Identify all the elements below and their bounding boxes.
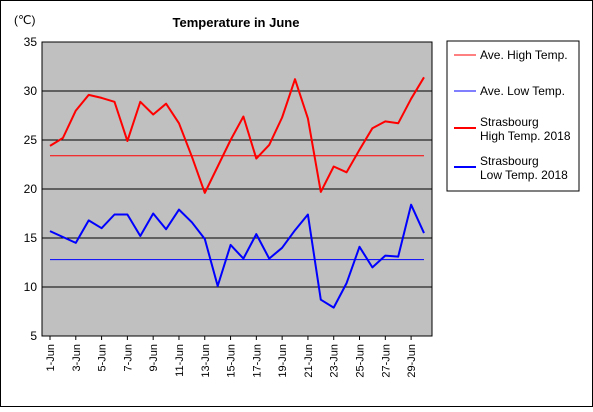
series-line-strasbourg-low-temp-2018 [49, 203, 425, 309]
x-tick-label: 7-Jun [122, 344, 134, 372]
x-tick-label: 5-Jun [97, 344, 109, 372]
chart-title: Temperature in June [173, 15, 300, 30]
y-tick-label: 25 [24, 133, 38, 147]
x-tick-label: 1-Jun [45, 344, 57, 372]
x-tick-label: 21-Jun [303, 344, 315, 378]
series-lines [49, 76, 425, 309]
series-line-strasbourg-high-temp-2018 [49, 76, 425, 194]
y-axis-unit-label: (℃) [14, 13, 35, 27]
x-tick-label: 15-Jun [226, 344, 238, 378]
x-tick-label: 29-Jun [406, 344, 418, 378]
x-axis-ticks: 1-Jun 3-Jun 5-Jun 7-Jun 9-Jun 11-Jun 13-Jun 15-… [45, 336, 418, 378]
x-tick-label: 25-Jun [355, 344, 367, 378]
x-tick-label: 17-Jun [251, 344, 263, 378]
y-tick-label: 15 [24, 231, 38, 245]
x-tick-label: 19-Jun [277, 344, 289, 378]
x-tick-label: 3-Jun [71, 344, 83, 372]
legend-label: Low Temp. 2018 [480, 168, 568, 182]
legend-label: High Temp. 2018 [480, 129, 571, 143]
x-tick-label: 9-Jun [148, 344, 160, 372]
legend-label: Strasbourg [480, 154, 539, 168]
legend: Ave. High Temp.Ave. Low Temp.StrasbourgH… [454, 48, 571, 182]
legend-label: Strasbourg [480, 115, 539, 129]
x-tick-label: 13-Jun [200, 344, 212, 378]
x-tick-label: 11-Jun [174, 344, 186, 377]
x-tick-label: 23-Jun [329, 344, 341, 378]
legend-label: Ave. High Temp. [480, 48, 568, 62]
grid-lines [42, 90, 432, 288]
y-tick-label: 35 [24, 35, 38, 49]
y-tick-label: 30 [24, 84, 38, 98]
legend-label: Ave. Low Temp. [480, 84, 565, 98]
x-tick-label: 27-Jun [380, 344, 392, 378]
y-tick-label: 10 [24, 280, 38, 294]
y-axis-ticks: 5 10 15 20 25 30 35 [24, 35, 38, 343]
y-tick-label: 5 [30, 329, 37, 343]
y-tick-label: 20 [24, 182, 38, 196]
